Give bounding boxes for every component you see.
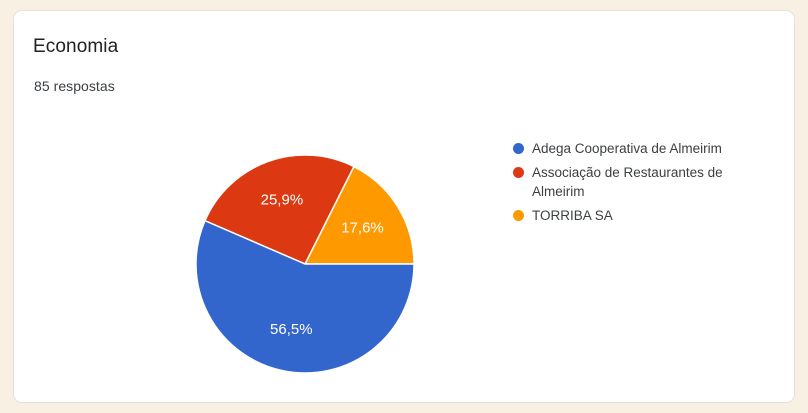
pie-slice-percentage-label: 17,6% [341,219,384,236]
pie-slice[interactable] [303,165,415,265]
legend-item[interactable]: Adega Cooperativa de Almeirim [513,139,783,158]
legend-color-swatch-icon [513,167,524,178]
pie-slice-group [195,154,415,374]
chart-legend: Adega Cooperativa de Almeirim Associação … [513,139,783,230]
response-count-label: 85 respostas [34,78,115,94]
pie-chart-svg: 17,6% 25,9% 56,5% [195,154,415,374]
pie-slice-percentage-label: 56,5% [270,321,313,338]
legend-item[interactable]: Associação de Restaurantes de Almeirim [513,163,783,201]
pie-slice[interactable] [195,219,415,374]
survey-result-card: Economia 85 respostas 17,6% 25,9% 56,5% Ad… [13,10,795,403]
legend-item-label: Associação de Restaurantes de Almeirim [532,165,723,199]
legend-color-swatch-icon [513,143,524,154]
legend-item[interactable]: TORRIBA SA [513,206,783,225]
legend-item-label: TORRIBA SA [532,208,613,223]
legend-item-label: Adega Cooperativa de Almeirim [532,141,722,156]
legend-color-swatch-icon [513,210,524,221]
page-title: Economia [33,36,119,57]
pie-chart-area: 17,6% 25,9% 56,5% [14,11,794,402]
pie-label-group: 17,6% 25,9% 56,5% [261,191,384,338]
pie-slice-percentage-label: 25,9% [261,191,304,208]
